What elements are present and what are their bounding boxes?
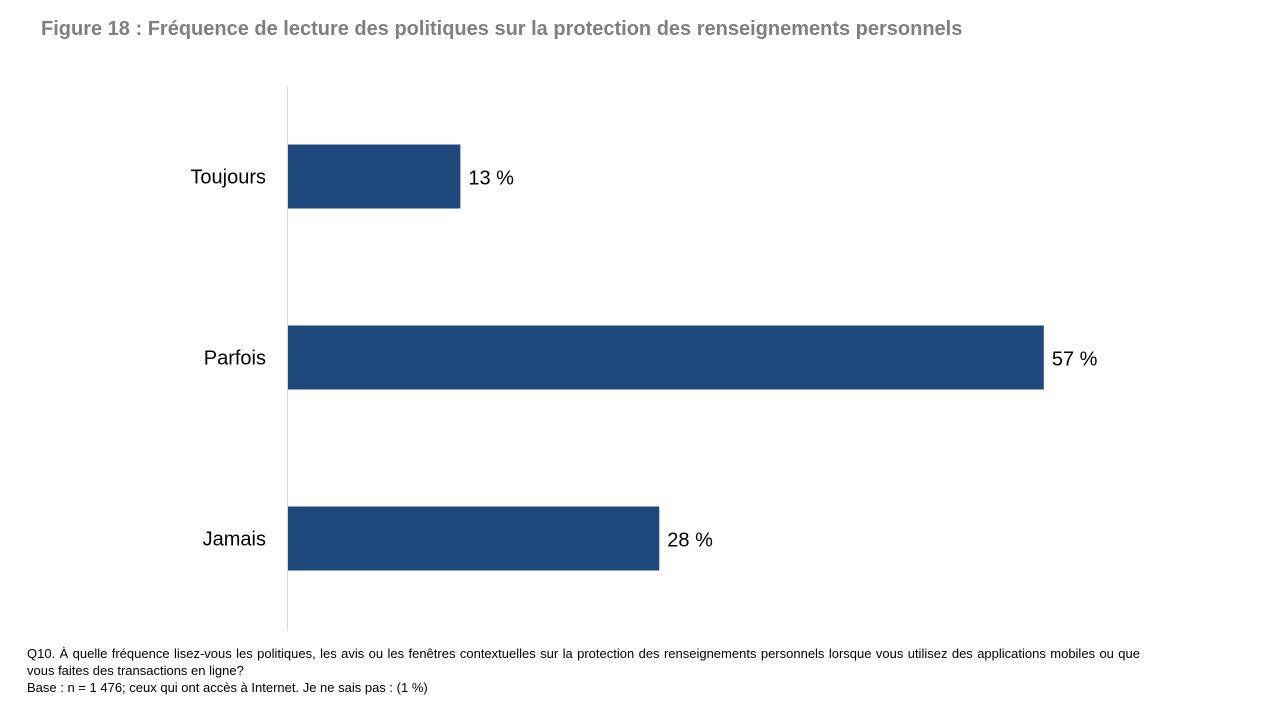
data-label: 28 % [667, 530, 713, 552]
category-label: Toujours [190, 167, 266, 189]
bar-jamais [288, 506, 660, 571]
category-label: Jamais [203, 529, 266, 551]
data-label: 13 % [468, 168, 514, 190]
bars-group: Toujours 13 % Parfois 57 % Jamais 28 % [190, 144, 1098, 571]
chart-title: Figure 18 : Fréquence de lecture des pol… [41, 18, 963, 40]
bar-parfois [288, 325, 1044, 390]
bar-chart: Toujours 13 % Parfois 57 % Jamais 28 % [190, 86, 1098, 630]
category-label: Parfois [204, 348, 266, 370]
bar-toujours [288, 144, 461, 209]
footnote-base: Base : n = 1 476; ceux qui ont accès à I… [27, 680, 428, 695]
footnote: Q10. À quelle fréquence lisez-vous les p… [27, 645, 1140, 696]
data-label: 57 % [1052, 349, 1098, 371]
footnote-question: Q10. À quelle fréquence lisez-vous les p… [27, 646, 1140, 678]
